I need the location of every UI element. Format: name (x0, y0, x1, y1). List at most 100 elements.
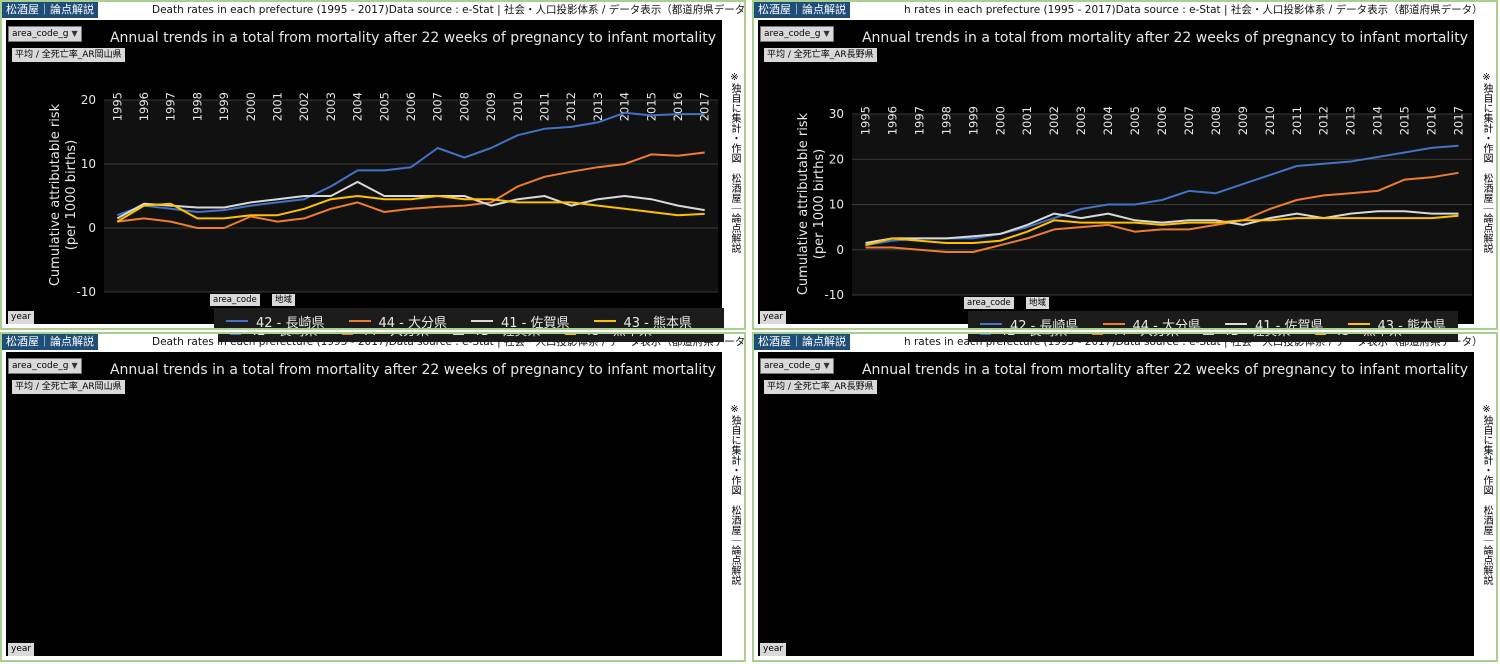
legend-item[interactable]: 44 - 大分県 (1091, 334, 1180, 339)
x-tick-label: 2014 (618, 92, 632, 121)
legend-item[interactable]: 42 - 長崎県 (980, 315, 1079, 330)
legend-label: 42 - 長崎県 (999, 334, 1068, 339)
x-tick-label: 1998 (190, 92, 204, 121)
filter-funnel-icon: ▼ (71, 361, 78, 370)
chart-title: Annual trends in a total from mortality … (861, 30, 1468, 46)
x-tick-label: 2005 (1128, 106, 1142, 135)
area-code-filter-button[interactable]: area_code_g ▼ (8, 26, 82, 42)
series-line-41 (116, 180, 705, 220)
x-tick-label: 1997 (912, 106, 926, 135)
chart-title: Annual trends in a total from mortality … (861, 362, 1468, 378)
x-tick-label: 2009 (484, 92, 498, 121)
x-tick-label: 2004 (351, 92, 365, 121)
x-tick-label: 2006 (404, 92, 418, 121)
filter-label: area_code_g (12, 361, 69, 371)
x-tick-label: 2007 (1182, 106, 1196, 135)
area-code-axis-button[interactable]: area_code (964, 297, 1014, 309)
prefecture-selector[interactable]: 平均 / 全死亡率_AR岡山県 (12, 380, 125, 394)
series-line-41 (865, 210, 1459, 244)
legend-swatch (471, 320, 493, 322)
legend-label: 43 - 熊本県 (1334, 334, 1403, 339)
x-tick-label: 2005 (377, 92, 391, 121)
legend-label: 44 - 大分県 (1111, 334, 1180, 339)
y-tick-label: 20 (829, 152, 844, 166)
legend-item[interactable]: 41 - 佐賀県 (471, 312, 570, 328)
legend-swatch (348, 320, 371, 322)
x-tick-label: 2009 (1236, 106, 1250, 135)
legend-item[interactable]: 42 - 長崎県 (980, 334, 1068, 339)
brand-label: 松酒屋｜論点解説 (2, 2, 98, 18)
series-line-43 (116, 195, 705, 223)
x-tick-label: 1997 (164, 92, 178, 121)
prefecture-selector[interactable]: 平均 / 全死亡率_AR長野県 (764, 48, 877, 62)
legend-item[interactable]: 42 - 長崎県 (230, 334, 318, 339)
x-tick-label: 2002 (297, 92, 311, 121)
x-tick-label: 2001 (271, 92, 285, 121)
x-tick-label: 2006 (1155, 106, 1169, 135)
legend-item[interactable]: 43 - 熊本県 (564, 334, 653, 339)
plot-area: area_code_g ▼ 平均 / 全死亡率_AR長野県 Annual trends… (758, 352, 1474, 656)
side-note: ※独自に集計・作図 松酒屋｜論点解説 (729, 72, 740, 253)
prefecture-selector[interactable]: 平均 / 全死亡率_AR岡山県 (12, 48, 125, 62)
x-tick-label: 1999 (217, 92, 231, 121)
legend-item[interactable]: 44 - 大分県 (341, 334, 430, 339)
series-line-42 (865, 144, 1459, 247)
year-field-button[interactable]: year (8, 643, 35, 656)
series-line-43 (865, 214, 1459, 247)
legend-swatch (980, 323, 1002, 325)
legend-label: 44 - 大分県 (361, 334, 430, 339)
x-tick-label: 1995 (110, 92, 124, 121)
year-field-button[interactable]: year (8, 311, 35, 324)
legend-swatch (1102, 323, 1125, 325)
legend-label: 43 - 熊本県 (584, 334, 653, 339)
y-axis-label-line2: (per 1000 births) (64, 139, 79, 251)
year-field-button[interactable]: year (760, 311, 787, 324)
legend-label: 41 - 佐賀県 (1255, 318, 1324, 330)
prefecture-selector[interactable]: 平均 / 全死亡率_AR長野県 (764, 380, 877, 394)
legend-item[interactable]: 42 - 長崎県 (226, 312, 325, 330)
x-tick-label: 1998 (939, 106, 953, 135)
legend-item[interactable]: 43 - 熊本県 (1347, 315, 1447, 330)
year-field-button[interactable]: year (760, 643, 787, 656)
legend-label: 43 - 熊本県 (1377, 318, 1447, 330)
legend-label: 42 - 長崎県 (256, 315, 325, 330)
filter-funnel-icon: ▼ (823, 361, 830, 370)
x-tick-label: 2016 (671, 92, 685, 121)
area-code-axis-button[interactable]: area_code (210, 294, 260, 306)
chart-legend: 42 - 長崎県 44 - 大分県 41 - 佐賀県 43 - 熊本県 (218, 334, 724, 342)
chart-legend: 42 - 長崎県 44 - 大分県 41 - 佐賀県 43 - 熊本県 (968, 311, 1458, 330)
region-axis-button[interactable]: 地域 (272, 294, 296, 306)
header-source-text: h rates in each prefecture (1995 - 2017)… (904, 4, 1483, 16)
x-tick-label: 2004 (1101, 106, 1115, 135)
area-code-filter-button[interactable]: area_code_g ▼ (760, 358, 834, 374)
legend-item[interactable]: 41 - 佐賀県 (1225, 315, 1324, 330)
legend-item[interactable]: 44 - 大分県 (348, 312, 448, 330)
x-tick-label: 2007 (431, 92, 445, 121)
legend-item[interactable]: 43 - 熊本県 (1314, 334, 1403, 339)
plot-area: area_code_g ▼ 平均 / 全死亡率_AR岡山県 Annual trends… (6, 352, 722, 656)
legend-item[interactable]: 43 - 熊本県 (593, 312, 692, 328)
chart-panel-bottom-left: 松酒屋｜論点解説 Death rates in each prefecture (… (0, 332, 746, 662)
y-axis-label: Cumulative attributable risk (per 1000 bi… (48, 95, 80, 295)
y-tick-label: 30 (829, 107, 844, 121)
region-axis-button[interactable]: 地域 (1026, 297, 1050, 309)
legend-label: 44 - 大分県 (378, 315, 448, 330)
side-note: ※独自に集計・作図 松酒屋｜論点解説 (1481, 72, 1492, 253)
legend-item[interactable]: 41 - 佐賀県 (1203, 334, 1291, 339)
x-tick-label: 2011 (537, 92, 551, 121)
legend-item[interactable]: 44 - 大分県 (1102, 315, 1201, 328)
legend-label: 42 - 長崎県 (1010, 318, 1079, 330)
series-line-44 (865, 171, 1459, 253)
legend-swatch (1203, 334, 1214, 335)
series-line-44 (117, 151, 705, 229)
header-source-text: Death rates in each prefecture (1995 - 2… (152, 4, 746, 16)
legend-swatch (1347, 323, 1370, 325)
side-note: ※独自に集計・作図 松酒屋｜論点解説 (1481, 404, 1492, 585)
area-code-filter-button[interactable]: area_code_g ▼ (760, 26, 834, 42)
legend-item[interactable]: 41 - 佐賀県 (453, 334, 541, 339)
y-tick-label: -10 (76, 285, 96, 299)
legend-swatch (341, 334, 353, 335)
area-code-filter-button[interactable]: area_code_g ▼ (8, 358, 82, 374)
y-tick-label: 10 (829, 198, 844, 212)
x-tick-label: 2008 (1209, 106, 1223, 135)
